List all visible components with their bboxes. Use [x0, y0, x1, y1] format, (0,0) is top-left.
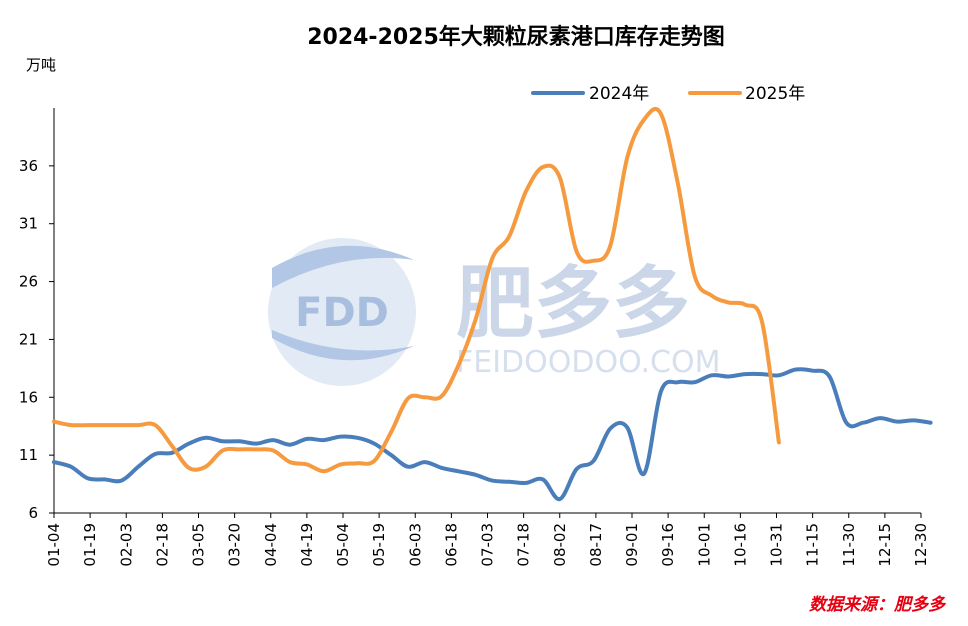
x-tick-label: 11-15: [804, 523, 822, 567]
x-tick-label: 01-04: [45, 523, 63, 567]
x-axis-ticks: 01-04 01-19 02-03 02-18 03-05 03-20 04-04 04-19…: [45, 513, 930, 567]
x-tick-label: 08-17: [587, 523, 605, 567]
watermark-wave-bottom: [272, 330, 414, 361]
x-tick-label: 09-16: [659, 523, 677, 567]
y-tick-label: 36: [19, 157, 38, 175]
y-tick-label: 31: [19, 215, 38, 233]
x-tick-label: 08-02: [551, 523, 569, 567]
series-line-2024: [52, 367, 933, 502]
watermark-logo-text: FDD: [295, 290, 389, 336]
x-tick-label: 01-19: [81, 523, 99, 567]
series-line-2025: [52, 107, 781, 474]
watermark: FDD 肥多多 FEIDOODOO.COM: [268, 238, 720, 386]
x-tick-label: 12-15: [876, 523, 894, 567]
y-tick-label: 11: [19, 446, 38, 464]
x-tick-label: 07-03: [479, 523, 497, 567]
x-tick-label: 05-04: [334, 523, 352, 567]
x-tick-label: 03-05: [190, 523, 208, 567]
x-tick-label: 10-01: [695, 523, 713, 567]
x-tick-label: 06-18: [442, 523, 460, 567]
chart-title: 2024-2025年大颗粒尿素港口库存走势图: [307, 24, 725, 50]
x-tick-label: 09-01: [623, 523, 641, 567]
series-lines: [52, 107, 933, 502]
y-tick-label: 16: [19, 388, 38, 406]
x-tick-label: 05-19: [370, 523, 388, 567]
x-tick-label: 04-04: [262, 523, 280, 567]
y-tick-label: 6: [28, 504, 38, 522]
watermark-name: 肥多多: [456, 259, 690, 349]
y-axis-ticks: 6 11 16 21 26 31 36: [19, 157, 54, 522]
x-tick-label: 12-30: [912, 523, 930, 567]
x-tick-label: 10-16: [731, 523, 749, 567]
x-tick-label: 11-30: [840, 523, 858, 567]
x-tick-label: 04-19: [298, 523, 316, 567]
legend: 2024年 2025年: [531, 84, 805, 104]
legend-label-2024: 2024年: [589, 84, 649, 104]
x-tick-label: 07-18: [515, 523, 533, 567]
x-tick-label: 02-18: [153, 523, 171, 567]
y-axis-unit: 万吨: [26, 56, 56, 74]
x-tick-label: 10-31: [768, 523, 786, 567]
x-tick-label: 03-20: [226, 523, 244, 567]
legend-label-2025: 2025年: [745, 84, 805, 104]
data-source: 数据来源：肥多多: [809, 595, 947, 615]
x-tick-label: 06-03: [406, 523, 424, 567]
y-tick-label: 21: [19, 330, 38, 348]
y-tick-label: 26: [19, 273, 38, 291]
x-tick-label: 02-03: [117, 523, 135, 567]
watermark-site: FEIDOODOO.COM: [456, 345, 720, 380]
watermark-wave-top: [272, 245, 414, 288]
